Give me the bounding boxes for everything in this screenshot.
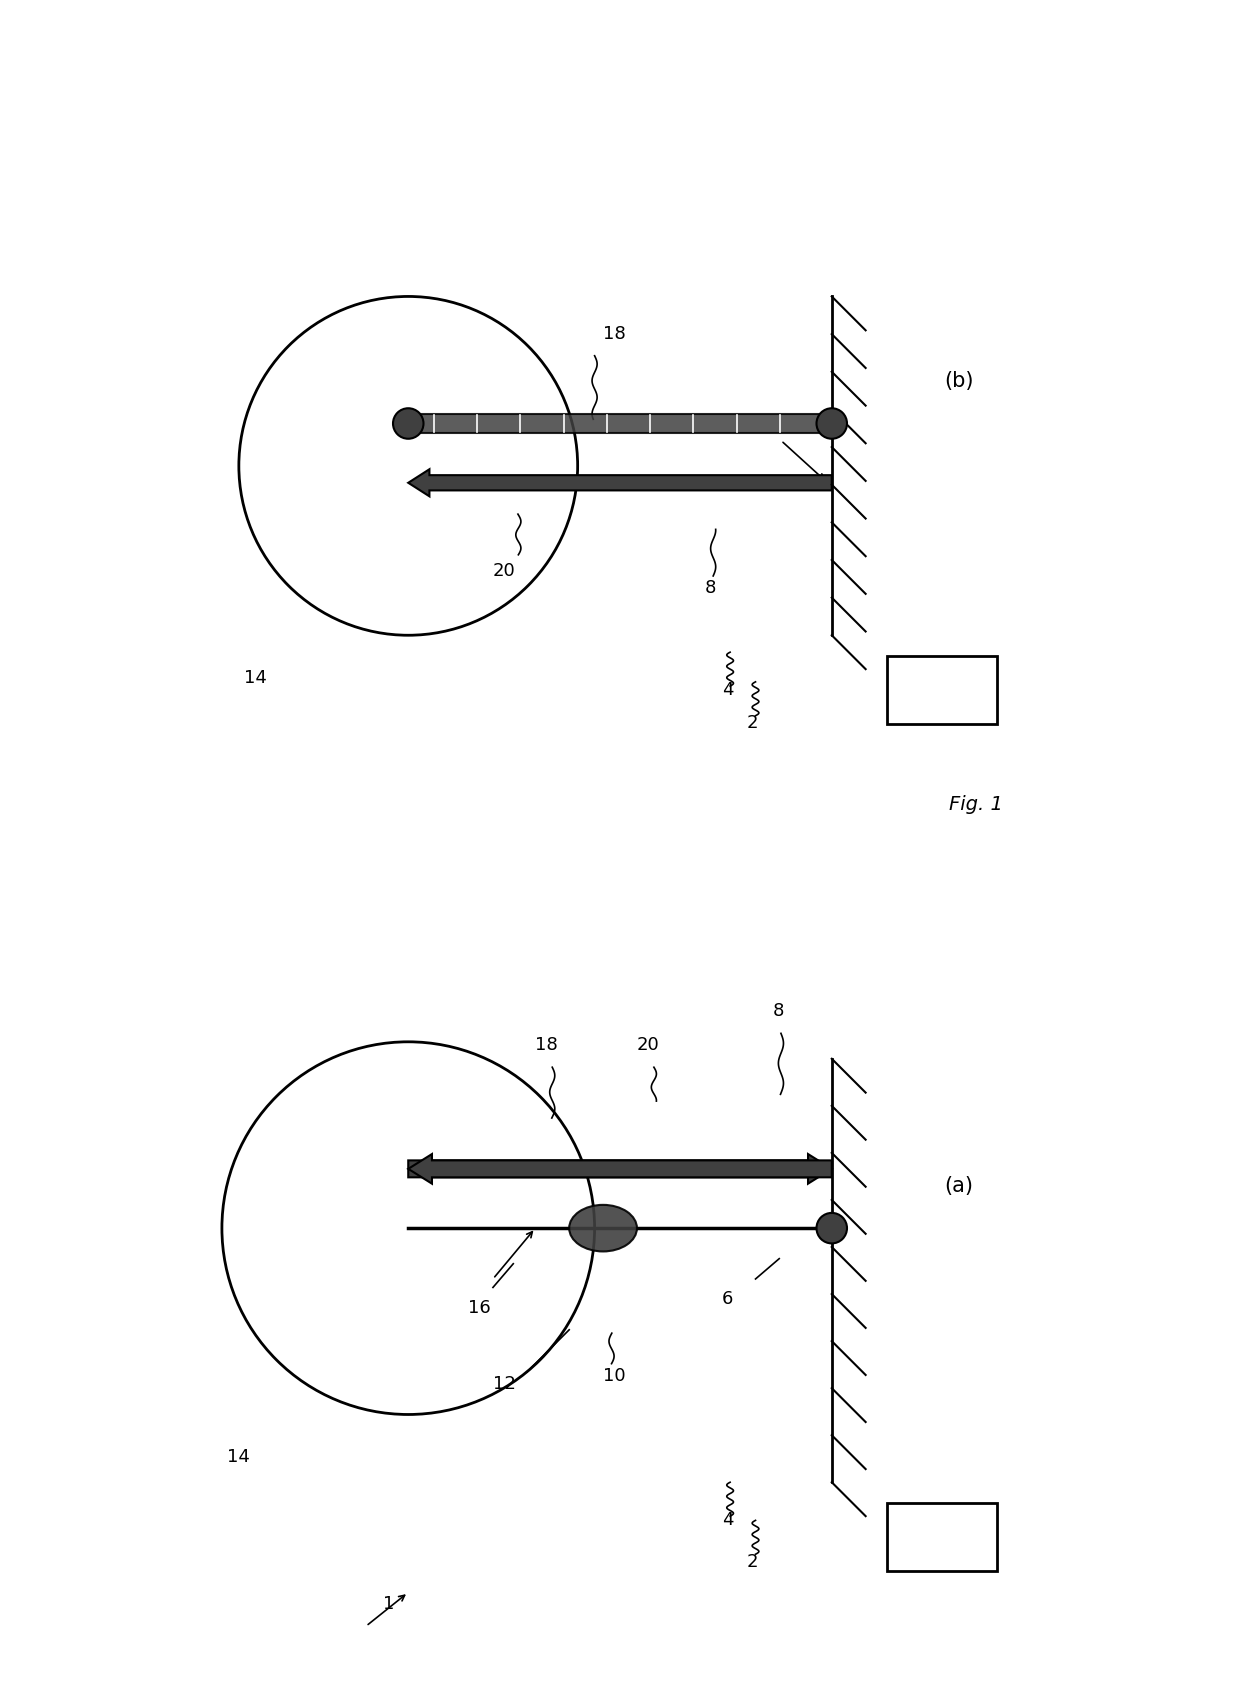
Circle shape [816, 1213, 847, 1243]
Text: 14: 14 [227, 1448, 250, 1465]
FancyBboxPatch shape [887, 1504, 997, 1572]
Text: 8: 8 [773, 1003, 784, 1020]
Ellipse shape [569, 1204, 637, 1252]
Text: (b): (b) [944, 371, 973, 391]
Text: 4: 4 [722, 1511, 733, 1528]
Text: 6: 6 [722, 1291, 733, 1308]
Text: 10: 10 [603, 1367, 626, 1384]
Text: 12: 12 [494, 1376, 516, 1392]
Text: 1: 1 [383, 1596, 394, 1613]
FancyArrow shape [408, 1154, 832, 1184]
Text: 20: 20 [494, 562, 516, 579]
Text: (a): (a) [945, 1176, 973, 1196]
Text: 14: 14 [244, 669, 268, 686]
FancyArrow shape [408, 1154, 832, 1184]
Text: 4: 4 [722, 681, 733, 698]
Text: 22: 22 [930, 681, 954, 700]
Text: 18: 18 [603, 325, 626, 342]
Text: 2: 2 [746, 715, 759, 732]
Bar [408, 413, 832, 432]
Text: 2: 2 [746, 1553, 759, 1570]
Text: Fig. 1: Fig. 1 [949, 794, 1003, 815]
Circle shape [393, 408, 424, 439]
Text: 22: 22 [930, 1528, 954, 1547]
Text: 18: 18 [536, 1037, 558, 1054]
FancyArrow shape [408, 469, 832, 496]
Circle shape [816, 408, 847, 439]
Text: 20: 20 [637, 1037, 660, 1054]
Text: 8: 8 [704, 579, 715, 596]
Text: 16: 16 [467, 1299, 490, 1316]
FancyBboxPatch shape [887, 656, 997, 723]
